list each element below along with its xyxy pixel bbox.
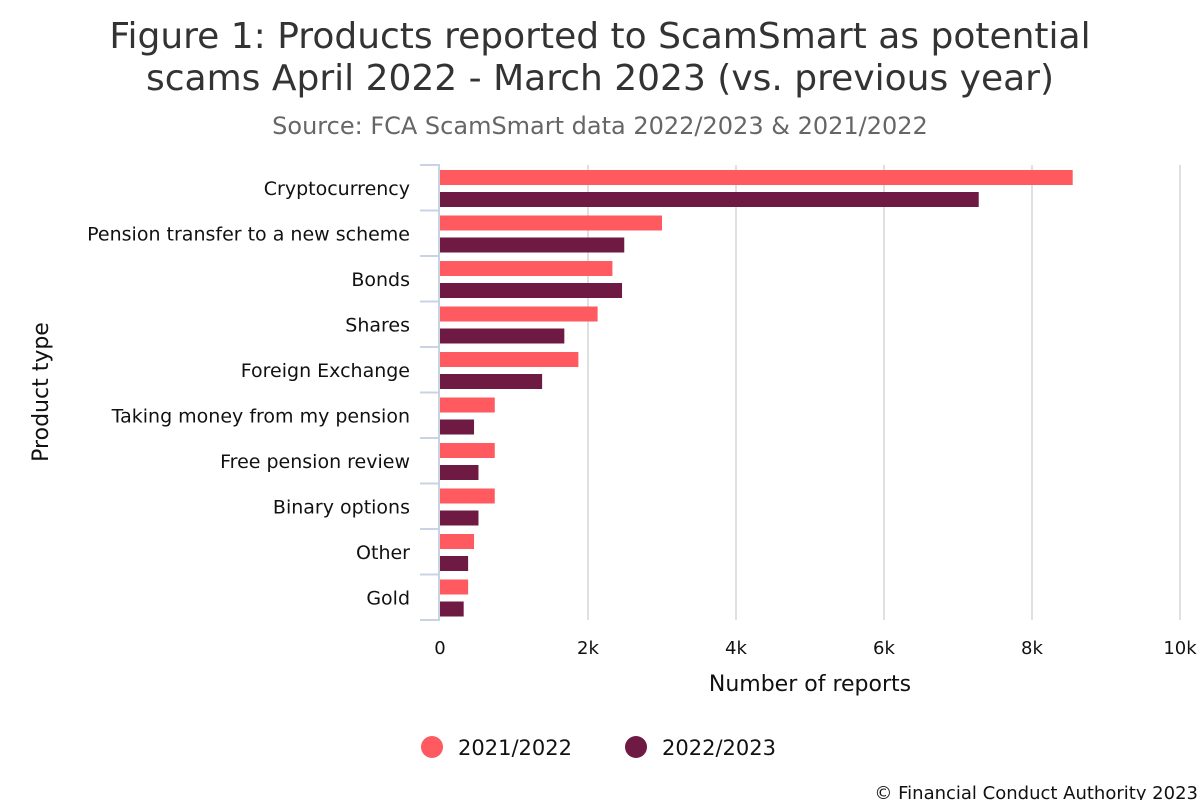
bar-2021-2022-0[interactable]: [440, 170, 1073, 185]
legend: 2021/2022 2022/2023: [421, 736, 776, 760]
category-label-2: Bonds: [351, 269, 410, 291]
category-label-0: Cryptocurrency: [264, 178, 410, 200]
bar-2022-2023-9[interactable]: [440, 601, 464, 617]
bar-2021-2022-7[interactable]: [440, 488, 495, 504]
x-tick-label-0: 0: [434, 638, 445, 659]
bar-2022-2023-0[interactable]: [440, 192, 979, 207]
bar-2022-2023-5[interactable]: [440, 419, 475, 435]
bars: [440, 170, 1073, 617]
bar-2022-2023-1[interactable]: [440, 237, 625, 253]
legend-marker-0[interactable]: [421, 736, 443, 758]
chart-subtitle: Source: FCA ScamSmart data 2022/2023 & 2…: [272, 112, 928, 140]
bar-2021-2022-5[interactable]: [440, 397, 495, 413]
category-label-4: Foreign Exchange: [241, 360, 410, 382]
bar-2022-2023-6[interactable]: [440, 465, 479, 480]
x-tick-label-2: 4k: [725, 638, 747, 659]
y-axis-ticks: [420, 164, 440, 621]
category-label-5: Taking money from my pension: [111, 405, 410, 427]
bar-2021-2022-1[interactable]: [440, 215, 662, 231]
category-label-7: Binary options: [273, 496, 410, 518]
legend-label-1[interactable]: 2022/2023: [662, 736, 776, 760]
bar-2021-2022-8[interactable]: [440, 534, 475, 549]
bar-2022-2023-7[interactable]: [440, 510, 479, 526]
bar-2021-2022-2[interactable]: [440, 261, 613, 276]
x-tick-label-1: 2k: [577, 638, 599, 659]
chart-title-line-1: Figure 1: Products reported to ScamSmart…: [109, 16, 1090, 57]
bar-2021-2022-4[interactable]: [440, 352, 579, 367]
y-axis-title: Product type: [29, 322, 54, 462]
category-label-3: Shares: [345, 314, 410, 336]
legend-label-0[interactable]: 2021/2022: [458, 736, 572, 760]
x-tick-label-3: 6k: [873, 638, 895, 659]
bar-2022-2023-3[interactable]: [440, 328, 565, 344]
x-tick-label-4: 8k: [1021, 638, 1043, 659]
category-label-1: Pension transfer to a new scheme: [87, 223, 410, 245]
bar-2022-2023-2[interactable]: [440, 283, 623, 298]
category-label-8: Other: [356, 542, 410, 564]
x-tick-labels: 0 2k 4k 6k 8k 10k: [434, 638, 1197, 659]
legend-marker-1[interactable]: [625, 736, 647, 758]
category-labels: Cryptocurrency Pension transfer to a new …: [87, 178, 410, 610]
grid-lines: [587, 165, 1181, 620]
category-label-6: Free pension review: [220, 451, 410, 473]
bar-2021-2022-9[interactable]: [440, 579, 469, 595]
bar-2022-2023-4[interactable]: [440, 374, 543, 389]
category-label-9: Gold: [366, 587, 410, 609]
bar-2021-2022-6[interactable]: [440, 443, 495, 458]
x-tick-label-5: 10k: [1163, 638, 1197, 659]
bar-2021-2022-3[interactable]: [440, 306, 598, 322]
x-axis-title: Number of reports: [709, 672, 911, 697]
chart-title-line-2: scams April 2022 - March 2023 (vs. previ…: [146, 58, 1054, 99]
copyright-footer: © Financial Conduct Authority 2023: [874, 783, 1198, 800]
bar-2022-2023-8[interactable]: [440, 556, 469, 571]
